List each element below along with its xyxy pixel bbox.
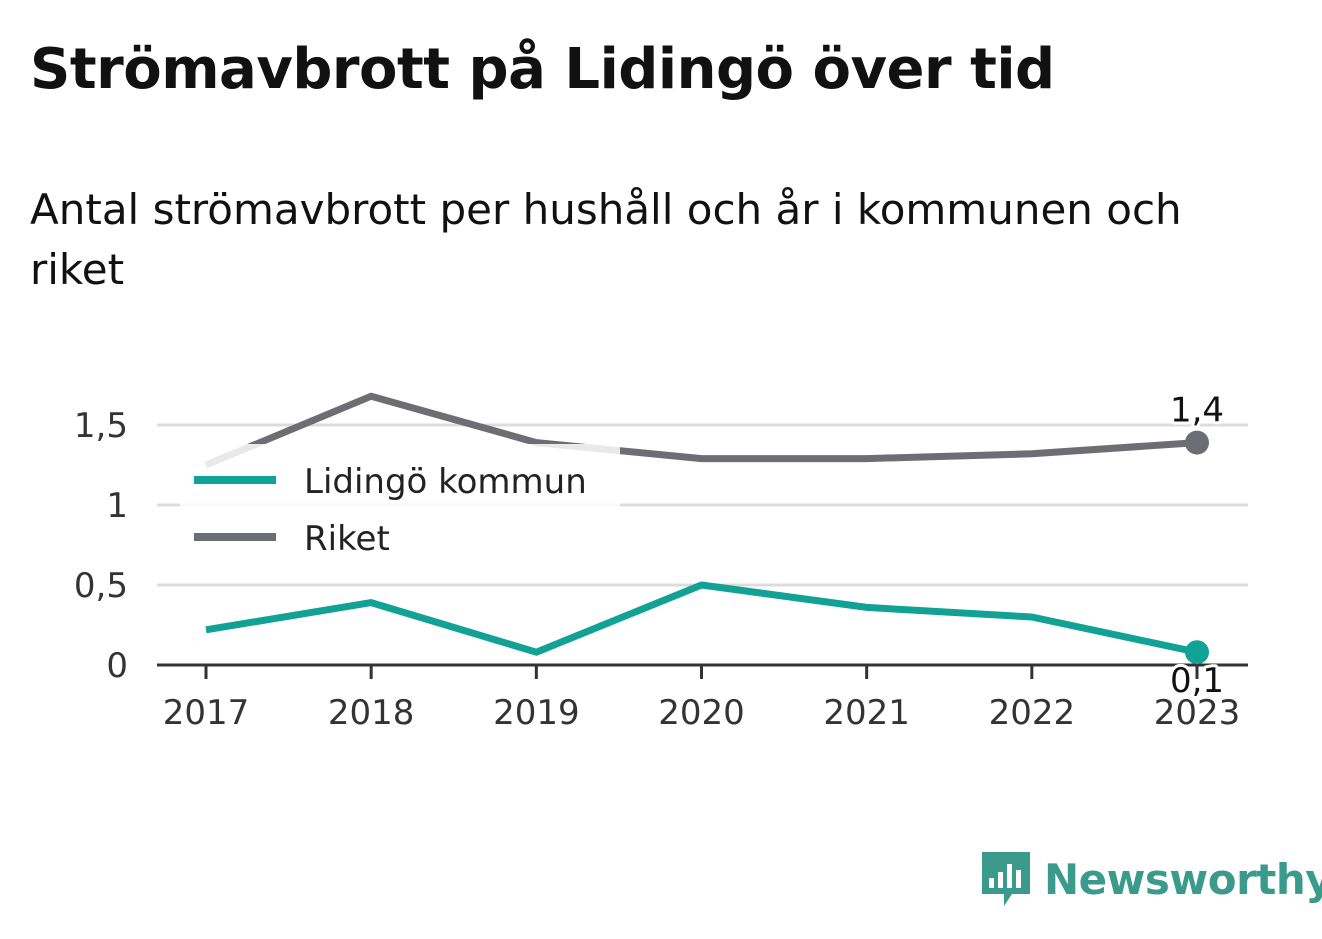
x-tick-label: 2022 bbox=[989, 693, 1076, 733]
x-axis bbox=[157, 663, 1248, 679]
y-tick-label: 1,5 bbox=[74, 406, 128, 446]
series-line-1 bbox=[204, 392, 1198, 469]
x-tick-label: 2020 bbox=[658, 693, 745, 733]
bar-chart-speech-bubble-icon bbox=[982, 852, 1030, 906]
series-lines bbox=[204, 392, 1209, 665]
brand-name: Newsworthy bbox=[1044, 854, 1322, 904]
series-end-point-0 bbox=[1185, 640, 1209, 665]
end-labels: 0,1 1,4 bbox=[1167, 388, 1227, 705]
series-end-point-1 bbox=[1185, 430, 1209, 455]
chart-title: Strömavbrott på Lidingö över tid bbox=[30, 37, 1055, 102]
x-axis-tick-labels: 2017 2018 2019 2020 2021 2022 2023 bbox=[163, 693, 1241, 733]
legend-label: Lidingö kommun bbox=[304, 462, 587, 502]
x-tick-label: 2023 bbox=[1154, 693, 1241, 733]
legend: Lidingö kommun Riket bbox=[180, 444, 620, 564]
series-line-0 bbox=[205, 581, 1198, 656]
x-tick-label: 2018 bbox=[328, 693, 415, 733]
legend-label: Riket bbox=[304, 519, 390, 559]
end-value-label: 1,4 bbox=[1170, 391, 1224, 431]
x-tick-label: 2021 bbox=[823, 693, 910, 733]
end-value-label: 0,1 bbox=[1170, 661, 1224, 701]
y-tick-label: 0,5 bbox=[74, 566, 128, 606]
y-tick-label: 0 bbox=[106, 646, 128, 686]
y-tick-label: 1 bbox=[106, 486, 128, 526]
y-axis-tick-labels: 0 0,5 1 1,5 bbox=[74, 406, 128, 686]
x-tick-label: 2017 bbox=[163, 693, 250, 733]
chart-subtitle: Antal strömavbrott per hushåll och år i … bbox=[30, 185, 1182, 294]
x-tick-label: 2019 bbox=[493, 693, 580, 733]
brand-logo: Newsworthy bbox=[980, 848, 1322, 910]
legend-background bbox=[180, 444, 620, 564]
